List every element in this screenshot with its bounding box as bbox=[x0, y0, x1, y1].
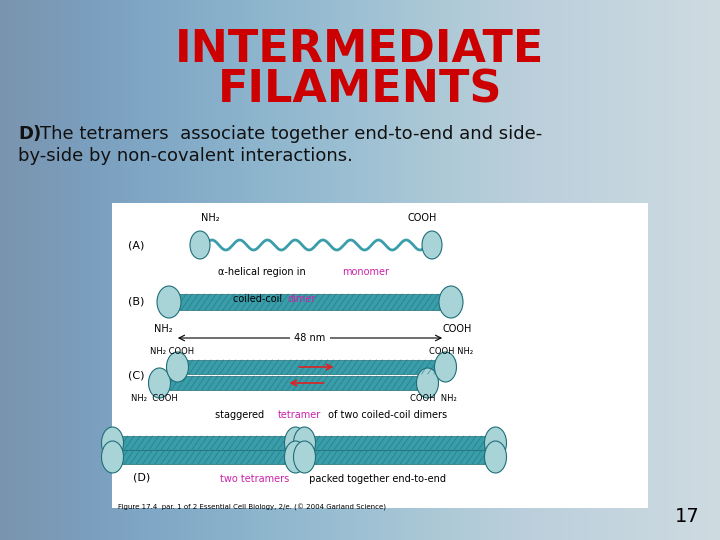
Text: packed together end-to-end: packed together end-to-end bbox=[306, 474, 446, 484]
Ellipse shape bbox=[102, 441, 124, 473]
Ellipse shape bbox=[284, 427, 307, 459]
Text: tetramer: tetramer bbox=[278, 410, 321, 420]
Text: (D): (D) bbox=[133, 472, 150, 482]
Text: staggered: staggered bbox=[215, 410, 267, 420]
Text: of two coiled-coil dimers: of two coiled-coil dimers bbox=[325, 410, 447, 420]
Text: INTERMEDIATE: INTERMEDIATE bbox=[175, 29, 545, 71]
Ellipse shape bbox=[190, 231, 210, 259]
Ellipse shape bbox=[102, 427, 124, 459]
Text: coiled-coil: coiled-coil bbox=[233, 294, 285, 304]
Text: D): D) bbox=[18, 125, 41, 143]
Ellipse shape bbox=[157, 286, 181, 318]
Text: COOH NH₂: COOH NH₂ bbox=[429, 347, 473, 356]
Bar bbox=[310, 436, 490, 450]
Text: COOH: COOH bbox=[442, 324, 472, 334]
Bar bbox=[175, 294, 445, 310]
Text: (C): (C) bbox=[128, 370, 145, 380]
Ellipse shape bbox=[294, 427, 315, 459]
Bar bbox=[118, 450, 290, 464]
Ellipse shape bbox=[148, 368, 171, 398]
Ellipse shape bbox=[284, 441, 307, 473]
Ellipse shape bbox=[416, 368, 438, 398]
Text: COOH  NH₂: COOH NH₂ bbox=[410, 394, 456, 403]
Ellipse shape bbox=[485, 441, 506, 473]
Text: Figure 17.4  par. 1 of 2 Essential Cell Biology, 2/e. (© 2004 Garland Science): Figure 17.4 par. 1 of 2 Essential Cell B… bbox=[118, 504, 386, 511]
Text: α-helical region in: α-helical region in bbox=[218, 267, 309, 277]
Text: NH₂: NH₂ bbox=[201, 213, 220, 223]
Ellipse shape bbox=[439, 286, 463, 318]
Text: (A): (A) bbox=[128, 240, 145, 250]
Text: FILAMENTS: FILAMENTS bbox=[217, 69, 503, 111]
Bar bbox=[165, 376, 422, 390]
Text: monomer: monomer bbox=[342, 267, 389, 277]
Text: by-side by non-covalent interactions.: by-side by non-covalent interactions. bbox=[18, 147, 353, 165]
Text: The tetramers  associate together end-to-end and side-: The tetramers associate together end-to-… bbox=[40, 125, 542, 143]
Ellipse shape bbox=[166, 352, 189, 382]
Text: COOH: COOH bbox=[408, 213, 437, 223]
Bar bbox=[112, 202, 648, 508]
Text: NH₂  COOH: NH₂ COOH bbox=[130, 394, 177, 403]
Bar bbox=[118, 436, 290, 450]
Text: dimer: dimer bbox=[288, 294, 316, 304]
Text: 48 nm: 48 nm bbox=[292, 333, 329, 343]
Bar bbox=[310, 450, 490, 464]
Ellipse shape bbox=[294, 441, 315, 473]
Text: (B): (B) bbox=[128, 297, 145, 307]
Text: two tetramers: two tetramers bbox=[220, 474, 289, 484]
Text: NH₂: NH₂ bbox=[153, 324, 172, 334]
Ellipse shape bbox=[434, 352, 456, 382]
Bar bbox=[183, 360, 440, 374]
Text: NH₂ COOH: NH₂ COOH bbox=[150, 347, 194, 356]
Text: 17: 17 bbox=[675, 507, 700, 526]
Ellipse shape bbox=[422, 231, 442, 259]
Ellipse shape bbox=[485, 427, 506, 459]
